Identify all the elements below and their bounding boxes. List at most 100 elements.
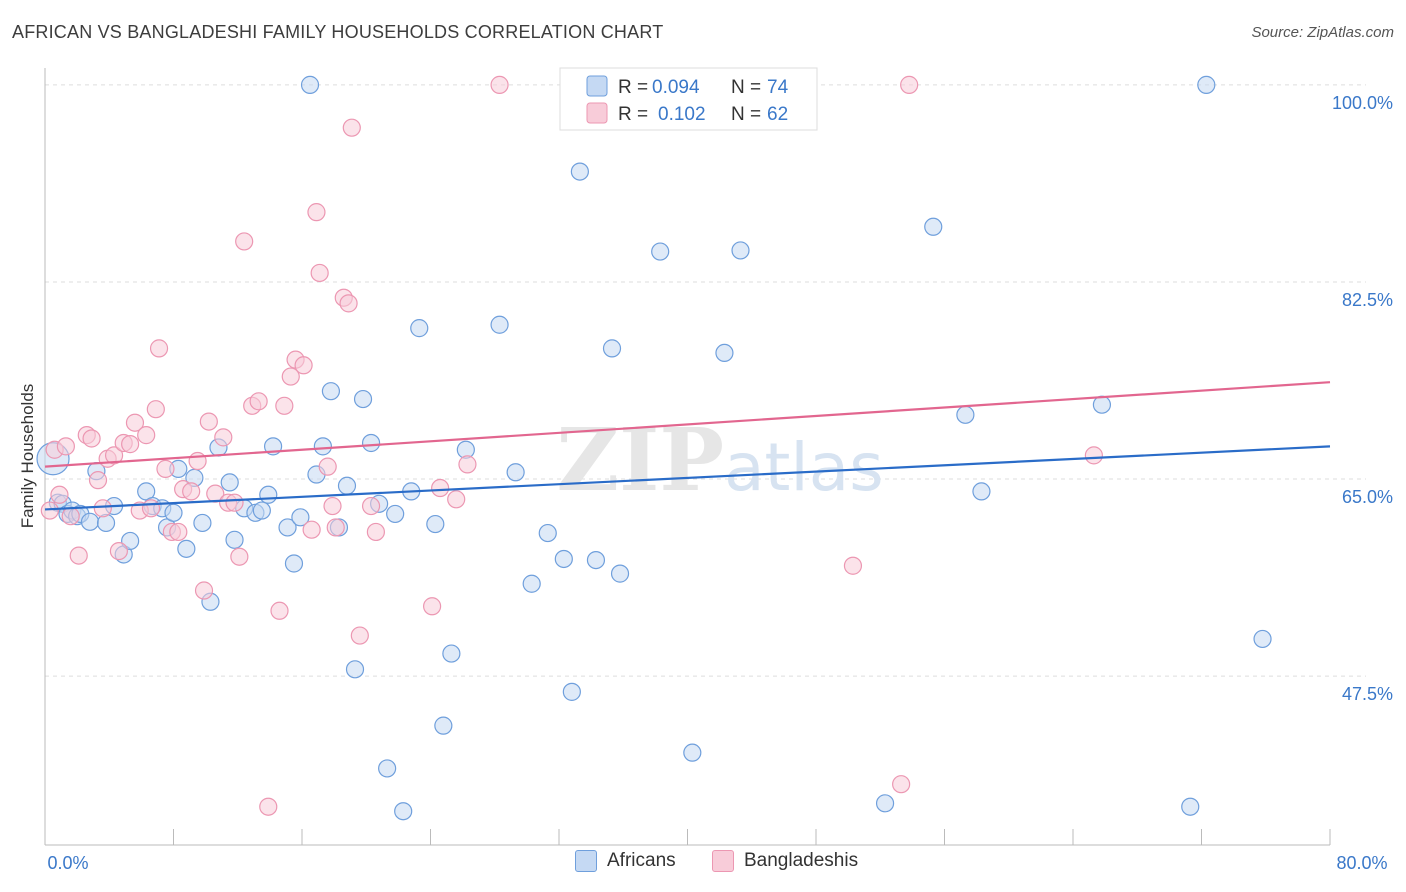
point-bangladeshis[interactable]	[310, 263, 329, 283]
point-africans[interactable]	[96, 513, 116, 533]
point-africans[interactable]	[345, 660, 365, 679]
point-africans[interactable]	[602, 339, 622, 358]
point-bangladeshis[interactable]	[892, 775, 911, 794]
point-bangladeshis[interactable]	[50, 485, 69, 504]
point-africans[interactable]	[875, 794, 895, 813]
point-bangladeshis[interactable]	[69, 546, 88, 565]
point-bangladeshis[interactable]	[275, 396, 294, 415]
point-africans[interactable]	[956, 405, 975, 424]
point-bangladeshis[interactable]	[843, 556, 863, 575]
point-bangladeshis[interactable]	[169, 522, 188, 542]
point-bangladeshis[interactable]	[125, 413, 145, 432]
point-bangladeshis[interactable]	[900, 75, 919, 94]
point-africans[interactable]	[1092, 395, 1112, 414]
point-africans[interactable]	[1253, 629, 1272, 649]
point-africans[interactable]	[972, 482, 991, 501]
point-bangladeshis[interactable]	[307, 203, 326, 222]
point-africans[interactable]	[313, 437, 332, 456]
point-africans[interactable]	[193, 513, 212, 533]
point-bangladeshis[interactable]	[318, 457, 337, 476]
point-bangladeshis[interactable]	[350, 626, 369, 645]
point-africans[interactable]	[586, 550, 606, 570]
point-africans[interactable]	[259, 485, 278, 504]
point-bangladeshis[interactable]	[259, 797, 278, 816]
point-africans[interactable]	[361, 433, 381, 453]
point-bangladeshis[interactable]	[423, 597, 442, 616]
point-africans[interactable]	[442, 644, 461, 663]
point-bangladeshis[interactable]	[121, 435, 140, 454]
point-bangladeshis[interactable]	[447, 490, 466, 509]
point-bangladeshis[interactable]	[281, 367, 300, 386]
point-africans[interactable]	[1197, 75, 1216, 94]
point-bangladeshis[interactable]	[270, 601, 289, 620]
point-bangladeshis[interactable]	[40, 501, 59, 520]
point-bangladeshis[interactable]	[1084, 446, 1103, 465]
point-africans[interactable]	[278, 518, 297, 537]
legend-item-bangladeshis[interactable]: Bangladeshis	[712, 850, 858, 872]
point-bangladeshis[interactable]	[93, 499, 112, 518]
point-bangladeshis[interactable]	[302, 520, 321, 539]
point-bangladeshis[interactable]	[339, 294, 358, 313]
point-africans[interactable]	[554, 549, 573, 569]
point-africans[interactable]	[252, 501, 271, 520]
point-africans[interactable]	[177, 539, 196, 558]
point-bangladeshis[interactable]	[230, 547, 249, 566]
point-bangladeshis[interactable]	[342, 118, 361, 137]
point-africans[interactable]	[337, 476, 357, 495]
point-bangladeshis[interactable]	[188, 451, 207, 471]
legend-item-africans[interactable]: Africans	[575, 850, 676, 872]
point-africans[interactable]	[522, 574, 541, 593]
point-africans[interactable]	[80, 512, 100, 531]
point-bangladeshis[interactable]	[294, 356, 313, 375]
point-africans[interactable]	[284, 554, 304, 573]
point-bangladeshis[interactable]	[146, 400, 165, 419]
point-africans[interactable]	[321, 382, 341, 401]
point-africans[interactable]	[490, 315, 509, 334]
point-bangladeshis[interactable]	[149, 339, 169, 358]
point-africans[interactable]	[562, 682, 581, 701]
point-africans[interactable]	[378, 759, 397, 778]
point-africans[interactable]	[220, 473, 239, 492]
point-bangladeshis[interactable]	[61, 507, 80, 526]
point-bangladeshis[interactable]	[156, 459, 175, 478]
point-bangladeshis[interactable]	[225, 493, 244, 512]
point-africans[interactable]	[570, 162, 589, 181]
point-africans[interactable]	[225, 530, 244, 549]
point-bangladeshis[interactable]	[366, 522, 385, 542]
point-africans[interactable]	[731, 241, 750, 260]
point-africans[interactable]	[300, 75, 320, 94]
point-bangladeshis[interactable]	[194, 581, 214, 600]
point-africans[interactable]	[386, 504, 405, 524]
point-africans[interactable]	[164, 503, 183, 522]
point-bangladeshis[interactable]	[56, 437, 75, 456]
point-bangladeshis[interactable]	[141, 499, 161, 518]
point-bangladeshis[interactable]	[182, 482, 201, 501]
point-africans[interactable]	[353, 389, 373, 409]
point-bangladeshis[interactable]	[235, 232, 254, 251]
point-bangladeshis[interactable]	[431, 478, 450, 498]
point-africans[interactable]	[683, 743, 702, 762]
point-bangladeshis[interactable]	[458, 455, 477, 474]
point-bangladeshis[interactable]	[199, 412, 218, 431]
point-bangladeshis[interactable]	[104, 446, 124, 465]
point-africans[interactable]	[291, 508, 310, 527]
point-bangladeshis[interactable]	[249, 392, 268, 411]
point-bangladeshis[interactable]	[137, 426, 156, 445]
point-bangladeshis[interactable]	[490, 75, 509, 94]
point-bangladeshis[interactable]	[109, 541, 128, 561]
point-bangladeshis[interactable]	[323, 496, 342, 516]
point-africans[interactable]	[121, 531, 140, 551]
point-bangladeshis[interactable]	[88, 471, 108, 490]
point-africans[interactable]	[426, 514, 445, 534]
point-bangladeshis[interactable]	[214, 428, 233, 447]
point-africans[interactable]	[651, 242, 670, 261]
point-bangladeshis[interactable]	[82, 429, 101, 448]
point-africans[interactable]	[410, 319, 429, 338]
point-africans[interactable]	[610, 564, 630, 583]
point-africans[interactable]	[715, 343, 734, 362]
point-africans[interactable]	[434, 716, 453, 735]
point-africans[interactable]	[394, 802, 413, 821]
point-africans[interactable]	[538, 523, 557, 543]
point-bangladeshis[interactable]	[326, 518, 345, 537]
point-africans[interactable]	[1181, 797, 1200, 816]
